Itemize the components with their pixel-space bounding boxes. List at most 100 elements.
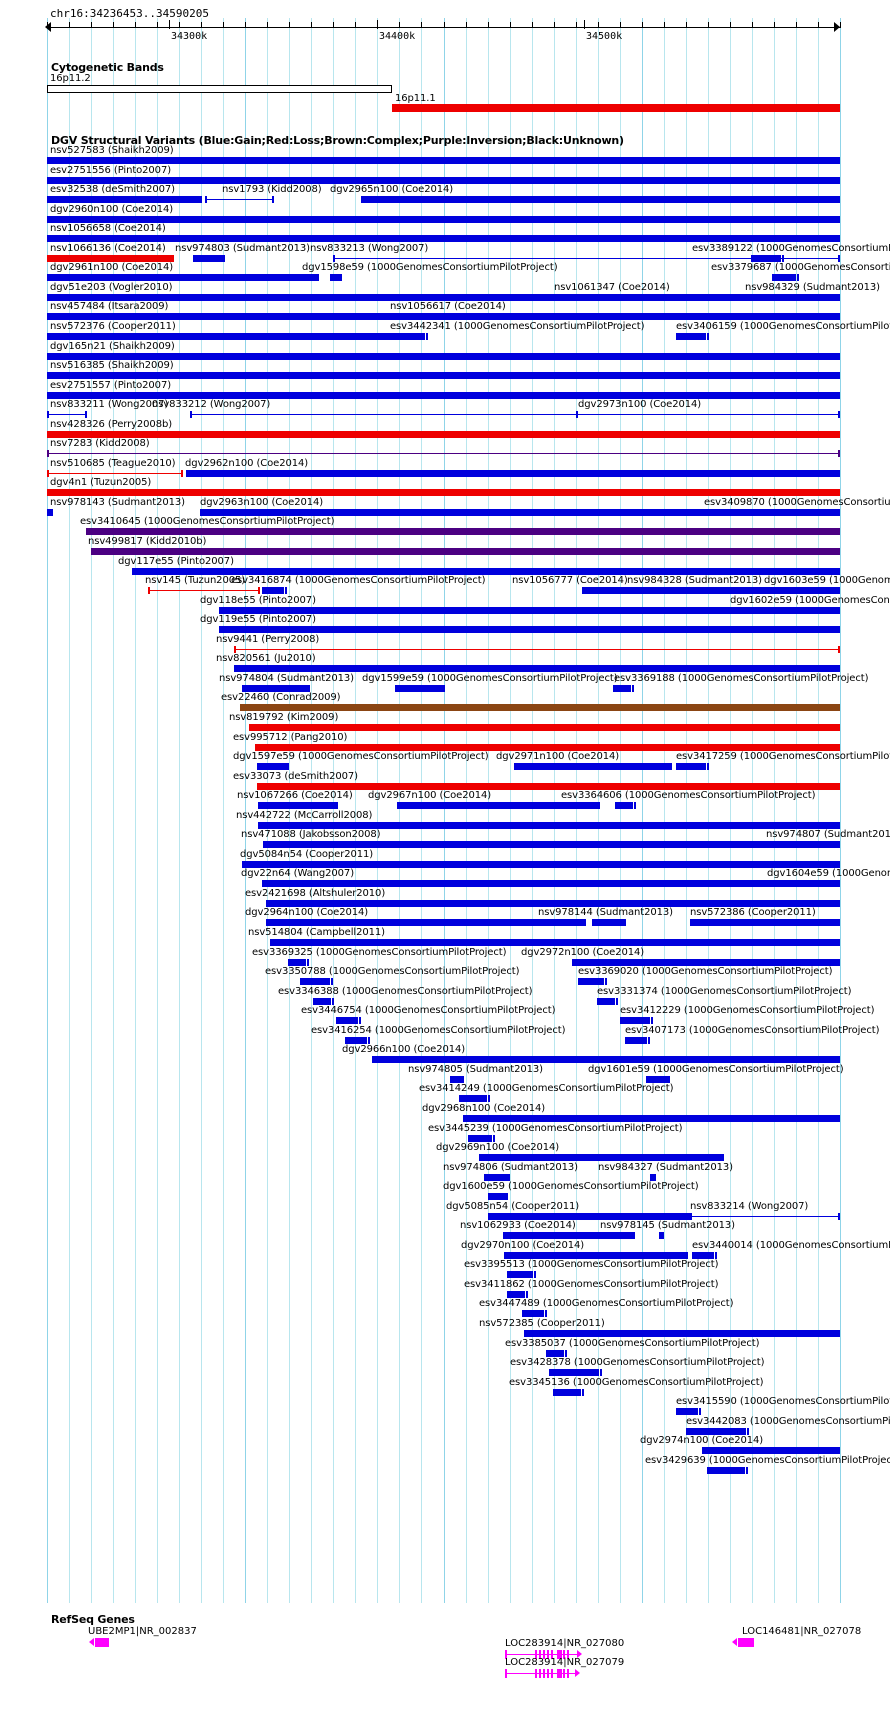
variant-bar[interactable] — [615, 802, 633, 809]
variant-bar[interactable] — [193, 255, 225, 262]
variant-bar[interactable] — [47, 313, 399, 320]
variant-bar[interactable] — [47, 372, 840, 379]
variant-bar[interactable] — [392, 313, 840, 320]
variant-span[interactable] — [47, 470, 183, 477]
variant-bar[interactable] — [546, 1350, 564, 1357]
variant-bar[interactable] — [47, 333, 399, 340]
variant-bar[interactable] — [345, 1037, 367, 1044]
variant-bar[interactable] — [524, 1330, 840, 1337]
variant-bar[interactable] — [707, 1467, 745, 1474]
gene-model[interactable] — [505, 1669, 580, 1678]
variant-span[interactable] — [47, 411, 87, 418]
variant-bar[interactable] — [234, 665, 840, 672]
gene-model[interactable] — [505, 1650, 582, 1659]
variant-bar[interactable] — [507, 1291, 525, 1298]
variant-bar[interactable] — [47, 157, 840, 164]
variant-bar[interactable] — [47, 235, 840, 242]
variant-bar[interactable] — [132, 568, 840, 575]
variant-bar[interactable] — [488, 1193, 508, 1200]
variant-bar[interactable] — [646, 1076, 670, 1083]
variant-bar[interactable] — [702, 1447, 840, 1454]
variant-bar[interactable] — [242, 861, 840, 868]
variant-bar[interactable] — [313, 998, 331, 1005]
gene-model[interactable] — [89, 1638, 109, 1647]
variant-bar[interactable] — [553, 1389, 581, 1396]
variant-bar[interactable] — [266, 919, 586, 926]
variant-bar[interactable] — [746, 294, 756, 301]
variant-bar[interactable] — [676, 763, 706, 770]
cytoband-16p11-2[interactable] — [47, 85, 392, 93]
variant-bar[interactable] — [258, 822, 840, 829]
variant-bar[interactable] — [47, 294, 840, 301]
variant-bar[interactable] — [764, 841, 780, 848]
variant-bar[interactable] — [186, 470, 840, 477]
variant-bar[interactable] — [91, 548, 840, 555]
variant-span[interactable] — [47, 450, 840, 457]
variant-bar[interactable] — [219, 626, 840, 633]
variant-bar[interactable] — [47, 216, 840, 223]
variant-bar[interactable] — [257, 783, 840, 790]
variant-span[interactable] — [333, 255, 840, 262]
variant-bar[interactable] — [714, 509, 736, 516]
variant-bar[interactable] — [336, 1017, 358, 1024]
variant-bar[interactable] — [395, 685, 445, 692]
variant-bar[interactable] — [392, 333, 425, 340]
variant-bar[interactable] — [270, 939, 840, 946]
variant-bar[interactable] — [200, 509, 840, 516]
variant-bar[interactable] — [361, 196, 840, 203]
variant-bar[interactable] — [504, 1252, 688, 1259]
variant-bar[interactable] — [620, 1017, 650, 1024]
variant-bar[interactable] — [288, 959, 306, 966]
variant-bar[interactable] — [628, 587, 636, 594]
variant-bar[interactable] — [47, 274, 319, 281]
variant-bar[interactable] — [582, 587, 840, 594]
variant-bar[interactable] — [266, 900, 840, 907]
variant-span[interactable] — [576, 411, 840, 418]
variant-bar[interactable] — [730, 607, 760, 614]
variant-bar[interactable] — [47, 177, 840, 184]
variant-bar[interactable] — [503, 1232, 635, 1239]
gene-model[interactable] — [732, 1638, 754, 1647]
variant-bar[interactable] — [686, 1428, 746, 1435]
variant-bar[interactable] — [484, 1174, 510, 1181]
variant-bar[interactable] — [676, 1408, 698, 1415]
variant-bar[interactable] — [578, 978, 604, 985]
variant-bar[interactable] — [507, 1271, 533, 1278]
variant-bar[interactable] — [300, 978, 330, 985]
variant-bar[interactable] — [47, 196, 202, 203]
variant-bar[interactable] — [762, 587, 792, 594]
variant-bar[interactable] — [86, 528, 840, 535]
variant-bar[interactable] — [240, 704, 840, 711]
variant-bar[interactable] — [372, 1056, 840, 1063]
variant-bar[interactable] — [47, 392, 840, 399]
variant-bar[interactable] — [242, 685, 310, 692]
variant-bar[interactable] — [450, 1076, 464, 1083]
variant-bar[interactable] — [47, 489, 840, 496]
variant-bar[interactable] — [522, 1310, 544, 1317]
variant-bar[interactable] — [479, 1154, 724, 1161]
variant-bar[interactable] — [463, 1115, 840, 1122]
variant-span[interactable] — [205, 196, 274, 203]
variant-bar[interactable] — [262, 587, 284, 594]
variant-bar[interactable] — [766, 880, 794, 887]
variant-span[interactable] — [690, 1213, 840, 1220]
variant-bar[interactable] — [592, 919, 626, 926]
variant-bar[interactable] — [751, 255, 781, 262]
variant-bar[interactable] — [676, 333, 706, 340]
variant-bar[interactable] — [249, 724, 840, 731]
variant-bar[interactable] — [488, 1213, 690, 1220]
variant-bar[interactable] — [772, 274, 796, 281]
variant-bar[interactable] — [468, 1135, 492, 1142]
variant-bar[interactable] — [258, 802, 338, 809]
variant-bar[interactable] — [488, 294, 738, 301]
cytoband-16p11-1[interactable] — [392, 104, 840, 112]
variant-bar[interactable] — [549, 1369, 599, 1376]
variant-bar[interactable] — [692, 1252, 714, 1259]
variant-bar[interactable] — [330, 274, 342, 281]
variant-bar[interactable] — [625, 1037, 647, 1044]
variant-bar[interactable] — [255, 744, 840, 751]
variant-span[interactable] — [234, 646, 840, 653]
variant-span[interactable] — [148, 587, 260, 594]
variant-bar[interactable] — [47, 255, 174, 262]
variant-bar[interactable] — [459, 1095, 487, 1102]
